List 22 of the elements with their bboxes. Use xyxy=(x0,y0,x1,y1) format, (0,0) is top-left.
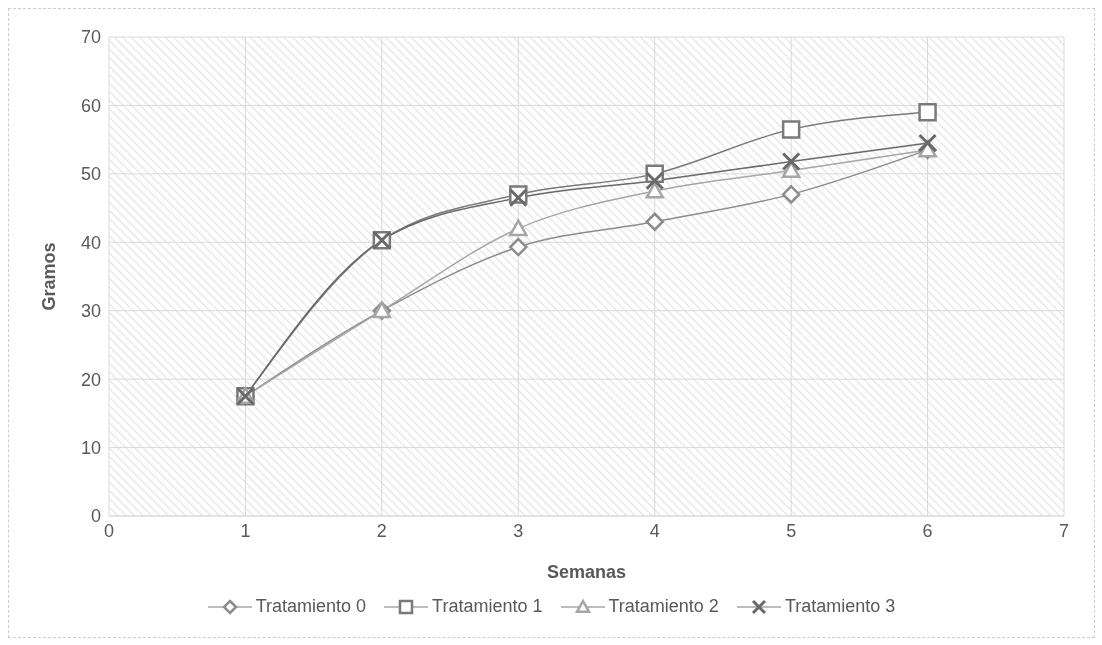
y-tick-label: 60 xyxy=(80,95,101,116)
y-tick-label: 30 xyxy=(80,301,101,322)
legend-label: Tratamiento 0 xyxy=(254,596,367,617)
y-tick-label: 20 xyxy=(80,369,101,390)
x-tick-label: 5 xyxy=(786,520,797,541)
y-axis-title: Gramos xyxy=(39,242,60,311)
legend-label: Tratamiento 3 xyxy=(783,596,896,617)
y-tick-label: 50 xyxy=(80,164,101,185)
y-tick-label: 70 xyxy=(80,27,101,48)
x-tick-label: 7 xyxy=(1058,520,1070,541)
x-tick-label: 4 xyxy=(649,520,660,541)
y-tick-label: 40 xyxy=(80,232,101,253)
x-tick-label: 3 xyxy=(513,520,524,541)
y-tick-label: 0 xyxy=(90,506,101,527)
y-tick-label: 10 xyxy=(80,437,101,458)
x-tick-label: 6 xyxy=(922,520,933,541)
x-tick-label: 2 xyxy=(376,520,387,541)
x-axis-title: Semanas xyxy=(546,562,627,582)
legend-label: Tratamiento 1 xyxy=(431,596,543,617)
x-tick-label: 1 xyxy=(240,520,251,541)
legend-label: Tratamiento 2 xyxy=(607,596,719,617)
x-tick-label: 0 xyxy=(103,520,115,541)
